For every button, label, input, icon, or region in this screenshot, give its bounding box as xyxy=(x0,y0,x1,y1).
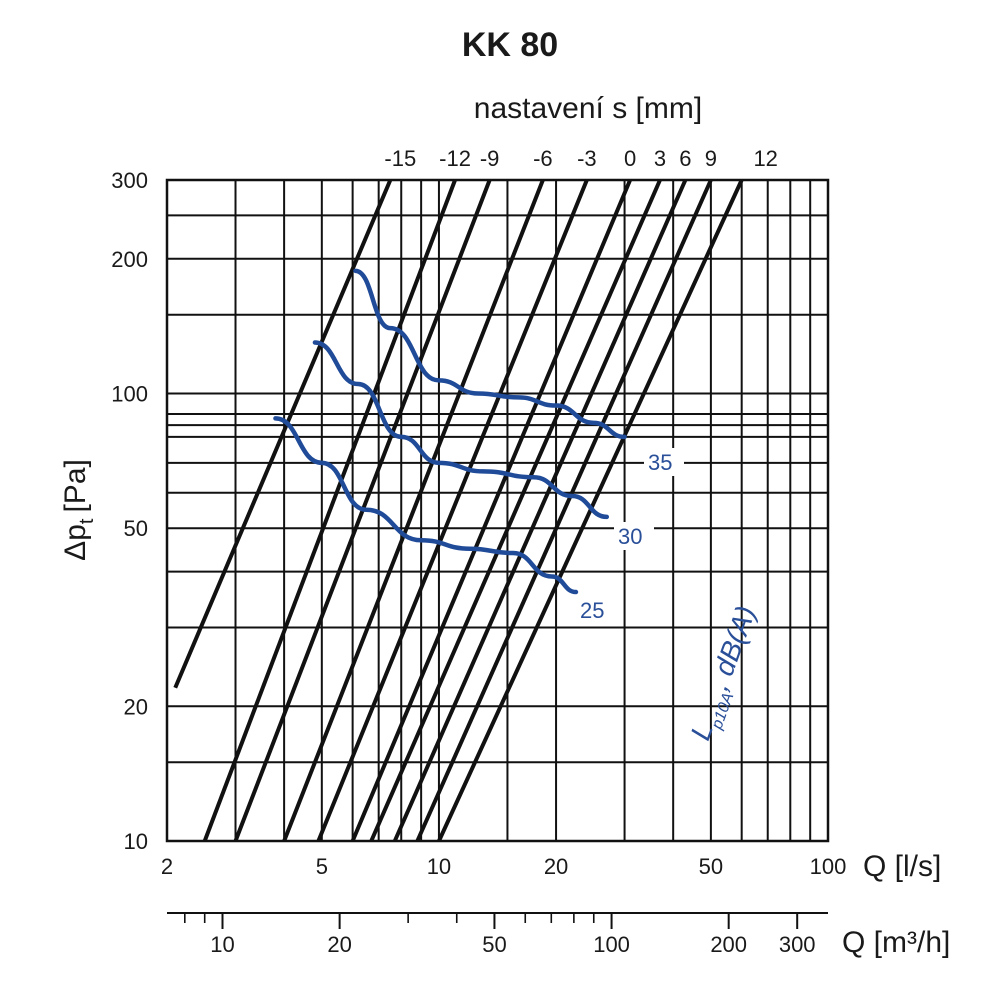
setting-labels: -15 -12 -9 -6 -3 0 3 6 9 12 xyxy=(384,146,777,171)
plot-frame xyxy=(165,178,830,843)
x-axis-label: Q [l/s] xyxy=(863,850,941,883)
noise-axis-label-sub: p10A xyxy=(708,691,737,733)
setting-line-3 xyxy=(369,179,662,842)
setting-label-6: 6 xyxy=(679,146,691,171)
setting-line--15 xyxy=(173,179,393,689)
noise-label-35: 35 xyxy=(648,450,672,475)
setting-line-6 xyxy=(392,179,688,842)
x-tick-20: 20 xyxy=(544,854,568,879)
y-axis-label-sub: t xyxy=(76,518,98,524)
svg-text:Δpt[Pa]: Δpt [Pa] xyxy=(59,459,98,561)
x2-tick-100: 100 xyxy=(593,932,630,957)
x2-axis-label: Q [m³/h] xyxy=(842,926,950,959)
svg-text:Lp10A, dB(A): Lp10A, dB(A) xyxy=(685,602,768,746)
x2-tick-200: 200 xyxy=(710,932,747,957)
noise-label-bg-25 xyxy=(576,596,616,624)
setting-label--12: -12 xyxy=(439,146,471,171)
y-tick-300: 300 xyxy=(111,168,148,193)
x-tick-100: 100 xyxy=(810,854,847,879)
y-tick-20: 20 xyxy=(124,694,148,719)
x-tick-10: 10 xyxy=(427,854,451,879)
setting-label-12: 12 xyxy=(753,146,777,171)
y-tick-50: 50 xyxy=(124,516,148,541)
setting-line--3 xyxy=(316,179,589,842)
noise-axis-label: Lp10A, dB(A) xyxy=(685,602,768,746)
setting-lines xyxy=(173,179,744,842)
setting-line--12 xyxy=(202,179,457,842)
noise-label-bg-30 xyxy=(614,522,654,550)
x2-tick-300: 300 xyxy=(779,932,816,957)
noise-label-25: 25 xyxy=(580,598,604,623)
setting-label-0: 0 xyxy=(624,146,636,171)
x-tick-5: 5 xyxy=(316,854,328,879)
x2-tick-20: 20 xyxy=(327,932,351,957)
x2-tick-10: 10 xyxy=(210,932,234,957)
y-axis-label-unit: [Pa] xyxy=(59,459,92,512)
noise-curves: 35 30 25 xyxy=(273,268,684,624)
y-axis-label-main: Δp xyxy=(59,524,92,561)
noise-label-bg-35 xyxy=(644,448,684,476)
setting-label--6: -6 xyxy=(533,146,553,171)
x2-tick-50: 50 xyxy=(482,932,506,957)
y-tick-10: 10 xyxy=(124,829,148,854)
x-tick-50: 50 xyxy=(699,854,723,879)
noise-curve-25 xyxy=(273,416,579,595)
grid xyxy=(166,179,829,842)
noise-curve-30 xyxy=(312,340,610,520)
y-tick-200: 200 xyxy=(111,247,148,272)
setting-label--15: -15 xyxy=(384,146,416,171)
x-tick-2: 2 xyxy=(161,854,173,879)
y-axis-label: Δpt [Pa] xyxy=(59,459,98,561)
setting-line-0 xyxy=(350,179,632,842)
setting-label--3: -3 xyxy=(577,146,597,171)
chart-title: KK 80 xyxy=(462,26,558,64)
setting-line-9 xyxy=(415,179,713,842)
noise-label-30: 30 xyxy=(618,524,642,549)
top-axis-label: nastavení s [mm] xyxy=(474,92,702,125)
x2-axis: 10 20 50 100 200 300 xyxy=(167,912,828,957)
setting-label-9: 9 xyxy=(705,146,717,171)
noise-curve-35 xyxy=(353,268,627,440)
setting-label--9: -9 xyxy=(480,146,500,171)
y-tick-100: 100 xyxy=(111,382,148,407)
setting-label-3: 3 xyxy=(654,146,666,171)
setting-line--6 xyxy=(282,179,545,842)
